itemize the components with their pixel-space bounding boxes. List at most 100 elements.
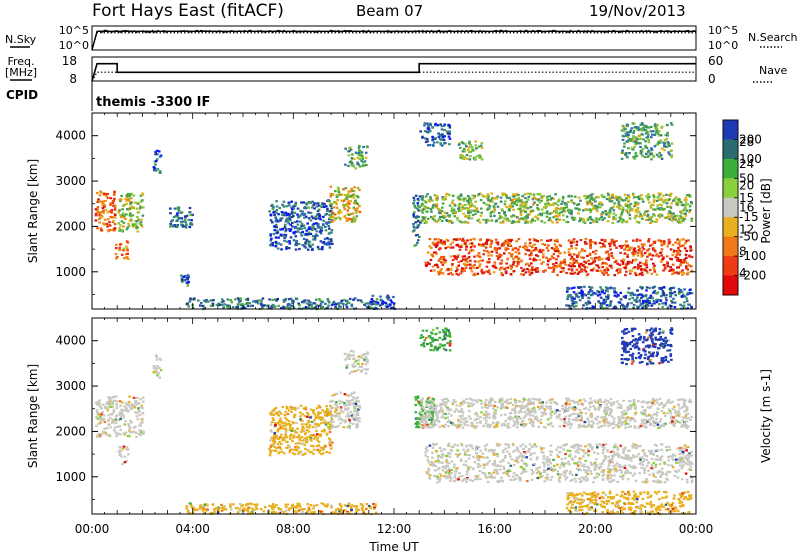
power-mark-0-3 [97,218,101,221]
power-mark-13-859 [596,264,600,267]
power-mark-13-594 [629,272,632,275]
power-mark-13-129 [678,245,682,248]
power-mark-6-157 [291,300,295,303]
power-mark-16-245 [575,301,578,304]
power-mark-16-77 [688,289,692,292]
velocity-mark-3-30 [360,507,364,510]
velocity-mark-4-249 [328,411,332,414]
velocity-mark-3-182 [340,505,343,508]
power-mark-12-576 [676,214,679,217]
velocity-mark-0-104 [139,398,142,401]
power-mark-7-126 [330,229,334,232]
power-mark-13-335 [575,240,579,243]
power-mark-16-241 [580,289,583,292]
power-mark-16-44 [566,295,570,298]
power-mark-13-638 [627,245,630,248]
power-mark-12-732 [460,221,464,224]
power-mark-13-789 [584,261,588,264]
power-mark-16-80 [651,297,654,300]
velocity-mark-4-65 [306,415,309,418]
power-mark-7-212 [321,205,324,209]
velocity-mark-4-169 [305,429,309,432]
power-mark-12-77 [560,202,563,206]
velocity-mark-5-111 [351,422,355,425]
velocity-mark-4-339 [274,424,277,427]
power-mark-6-230 [375,298,379,301]
velocity-mark-4-336 [309,438,312,441]
velocity-mark-4-24 [283,421,286,424]
power-mark-17-161 [659,154,663,157]
power-mark-13-216 [626,249,630,252]
power-mark-7-89 [317,204,321,207]
power-mark-13-888 [608,264,612,267]
velocity-mark-5-19 [358,420,361,423]
power-mark-16-49 [582,304,585,307]
velocity-mark-3-47 [248,502,252,505]
velocity-mark-6-21 [348,372,352,375]
power-mark-11-31 [415,226,418,229]
power-mark-13-209 [440,255,443,259]
power-mark-12-764 [561,200,564,203]
velocity-mark-7-43 [419,413,423,416]
power-mark-8-79 [354,217,357,221]
velocity-mark-4-306 [270,430,273,433]
power-mark-12-6 [509,203,513,206]
power-mark-13-707 [603,238,607,242]
power-mark-6-26 [244,307,247,310]
power-mark-12-784 [562,218,565,222]
power-mark-12-256 [611,221,615,224]
power-mark-16-125 [690,292,694,295]
power-mark-7-311 [294,201,298,204]
power-mark-0-37 [98,194,102,197]
power-mark-14-54 [428,130,432,133]
power-mark-7-269 [282,200,286,203]
power-mark-12-730 [419,209,423,212]
velocity-mark-3-136 [291,503,294,506]
velocity-mark-5-113 [358,407,362,410]
velocity-mark-5-84 [335,403,338,406]
power-mark-15-4 [463,156,466,159]
power-mark-13-617 [466,260,469,263]
power-mark-12-840 [545,210,549,213]
power-mark-13-488 [676,256,680,259]
power-mark-13-684 [547,258,550,261]
power-mark-12-862 [636,195,640,199]
power-mark-8-107 [353,219,356,222]
power-mark-7-90 [288,242,292,245]
velocity-mark-3-215 [243,507,246,510]
velocity-mark-8-99 [621,421,624,424]
power-mark-6-158 [287,302,291,305]
velocity-mark-3-18 [374,511,378,514]
power-mark-16-84 [650,304,654,307]
power-mark-7-4 [269,234,272,237]
power-mark-8-58 [356,186,360,189]
power-mark-17-197 [627,139,631,142]
velocity-mark-4-228 [295,436,298,439]
power-mark-13-475 [445,238,448,241]
velocity-mark-0-15 [141,396,145,399]
power-mark-16-135 [565,304,568,307]
power-mark-12-449 [440,210,444,213]
power-mark-13-190 [651,243,654,246]
power-mark-7-295 [275,205,279,208]
velocity-mark-3-214 [346,511,350,514]
power-mark-17-73 [668,153,671,156]
velocity-mark-0-57 [127,422,130,425]
velocity-mark-4-303 [301,423,304,426]
velocity-mark-4-292 [329,447,333,450]
velocity-mark-0-147 [122,416,125,419]
velocity-mark-6-52 [366,352,369,355]
velocity-mark-0-189 [108,398,111,401]
power-mark-12-494 [557,198,561,201]
power-mark-9-44 [359,154,362,157]
power-mark-12-67 [598,203,601,206]
power-mark-13-23 [485,270,488,273]
power-mark-4-28 [189,222,192,225]
power-mark-13-89 [607,258,611,261]
power-mark-1-5 [122,225,125,228]
velocity-mark-3-177 [325,505,329,508]
velocity-mark-5-92 [329,421,332,424]
power-mark-8-67 [345,202,349,205]
power-mark-0-24 [95,192,99,195]
power-colorbar-label: Power [dB] [759,178,773,243]
